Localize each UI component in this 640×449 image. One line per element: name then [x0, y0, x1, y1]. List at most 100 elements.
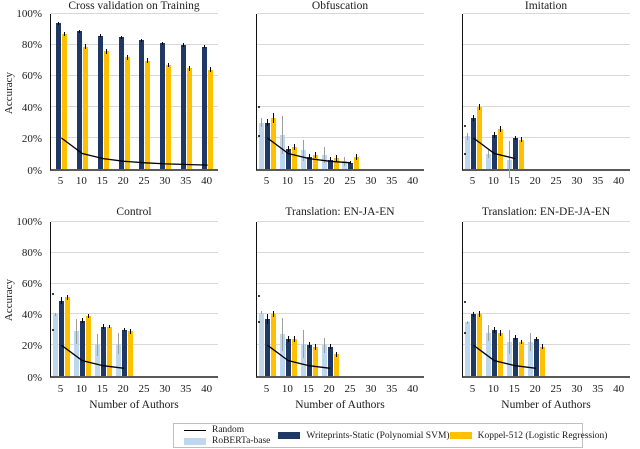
x-tick-label: 20	[529, 383, 541, 395]
gridline	[51, 344, 218, 346]
gridline	[257, 106, 424, 107]
x-axis-title: Number of Authors	[501, 399, 591, 411]
error-bar	[281, 317, 283, 352]
gridline	[257, 282, 424, 284]
bar-roberta-base	[52, 314, 58, 376]
bar-koppel-512	[187, 68, 193, 169]
subplot-title: Obfuscation	[311, 0, 369, 12]
x-tick-label: 30	[571, 383, 583, 395]
bar-writeprints-static	[491, 329, 497, 376]
bar-koppel-512	[291, 147, 297, 169]
gridline	[463, 221, 630, 222]
bar-koppel-512	[497, 332, 503, 376]
bar-koppel-512	[82, 46, 88, 169]
gridline	[257, 344, 424, 346]
error-bar	[287, 335, 289, 343]
y-tick-label: 80%	[21, 246, 42, 259]
bar-writeprints-static	[306, 345, 312, 376]
gridline	[51, 75, 218, 76]
roberta-swatch-icon	[184, 437, 206, 445]
writeprints-swatch-icon	[278, 432, 301, 439]
error-bar	[487, 325, 489, 341]
error-bar	[260, 117, 262, 128]
error-bar	[356, 153, 358, 160]
error-bar	[302, 139, 304, 162]
bar-writeprints-static	[97, 35, 103, 169]
subplot-control: Control 5 10 15 20 25 30 35 40 Number of Author…	[50, 206, 218, 421]
y-tick-label: 20%	[21, 133, 42, 146]
subplot-title: Translation: EN-JA-EN	[285, 206, 395, 218]
bar-writeprints-static	[55, 23, 61, 169]
error-bar	[293, 335, 295, 343]
bar-koppel-512	[166, 65, 172, 169]
error-bar	[529, 332, 531, 352]
y-tick-label: 60%	[21, 277, 42, 290]
bar-koppel-512	[476, 314, 482, 376]
x-tick-label: 35	[592, 383, 604, 395]
x-tick-label: 10	[487, 383, 499, 395]
gridline	[463, 106, 630, 107]
subplot-title: Cross validation on Training	[68, 0, 200, 12]
gridline	[463, 137, 630, 138]
bar-koppel-512	[291, 339, 297, 376]
x-tick-label: 25	[550, 383, 562, 395]
legend-item-random: Random	[184, 425, 270, 435]
error-bar	[105, 48, 107, 54]
x-tick-label: 20	[323, 383, 335, 395]
x-tick-label: 40	[613, 383, 625, 395]
bar-koppel-512	[476, 107, 482, 169]
error-bar	[54, 312, 56, 316]
y-axis-row2: Accuracy 0% 20% 40% 60% 80% 100%	[0, 216, 46, 384]
error-bar	[141, 38, 143, 42]
gridline	[51, 44, 218, 45]
y-tick-label: 80%	[21, 38, 42, 51]
x-tick-label: 25	[344, 175, 356, 187]
error-bar	[120, 35, 122, 39]
error-bar	[329, 157, 331, 163]
subplot-title: Imitation	[524, 0, 568, 12]
x-tick-label: 5	[263, 175, 270, 187]
error-bar	[57, 21, 59, 25]
plot-area	[256, 13, 424, 171]
outlier-dot	[464, 301, 467, 304]
gridline	[51, 313, 218, 315]
bar-koppel-512	[85, 315, 91, 376]
error-bar	[293, 144, 295, 151]
gridline	[463, 313, 630, 315]
bar-writeprints-static	[327, 159, 333, 169]
x-tick-label: 25	[344, 383, 356, 395]
y-tick-label: 0%	[27, 371, 42, 384]
legend-item-writeprints: Writeprints-Static (Polynomial SVM)	[278, 430, 450, 441]
subplot-imitation: Imitation 5 10 15 20 25 30 35 40	[462, 0, 630, 190]
error-bar	[281, 116, 283, 154]
bar-roberta-base	[485, 153, 491, 169]
legend-label: Koppel-512 (Logistic Regression)	[477, 430, 608, 441]
error-bar	[508, 141, 510, 179]
x-axis-ticks: 5 10 15 20 25 30 35 40	[256, 175, 424, 189]
error-bar	[210, 67, 212, 73]
error-bar	[123, 328, 125, 332]
bar-writeprints-static	[76, 31, 82, 169]
bar-writeprints-static	[264, 319, 270, 376]
outlier-dot	[258, 321, 261, 324]
bar-koppel-512	[333, 354, 339, 376]
gridline	[463, 251, 630, 253]
gridline	[463, 344, 630, 346]
plot-area	[256, 221, 424, 378]
x-tick-label: 35	[386, 175, 398, 187]
bar-koppel-512	[61, 34, 67, 169]
error-bar	[162, 41, 164, 45]
error-bar	[147, 58, 149, 63]
x-tick-label: 40	[201, 175, 213, 187]
gridline	[51, 221, 218, 222]
x-tick-label: 10	[487, 175, 499, 187]
x-tick-label: 40	[407, 175, 419, 187]
bar-writeprints-static	[512, 337, 518, 376]
subplot-title: Translation: EN-DE-JA-EN	[481, 206, 611, 218]
y-axis-title: Accuracy	[3, 71, 15, 114]
error-bar	[96, 334, 98, 356]
error-bar	[66, 295, 68, 300]
error-bar	[302, 329, 304, 358]
legend-label: Writeprints-Static (Polynomial SVM)	[306, 430, 450, 441]
x-tick-label: 20	[117, 383, 129, 395]
